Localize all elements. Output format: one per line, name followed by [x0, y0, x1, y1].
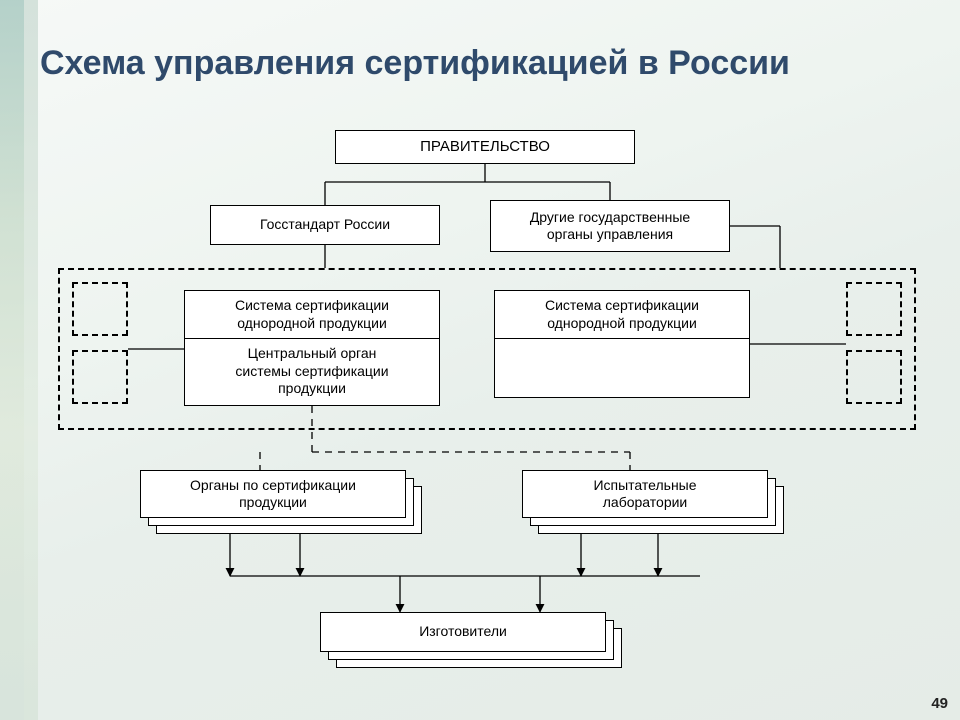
node-left-split-top: Система сертификацииоднородной продукции: [185, 291, 439, 338]
node-cert-bodies-front: Органы по сертификациипродукции: [140, 470, 406, 518]
slide: Схема управления сертификацией в России …: [0, 0, 960, 720]
node-other-gov: Другие государственныеорганы управления: [490, 200, 730, 252]
dashed-right-2: [846, 350, 902, 404]
dashed-right-1: [846, 282, 902, 336]
node-labs-label: Испытательныелаборатории: [593, 477, 696, 512]
node-right-split-top: Система сертификацииоднородной продукции: [495, 291, 749, 338]
node-cert-bodies: Органы по сертификациипродукции: [140, 470, 422, 534]
dashed-left-1: [72, 282, 128, 336]
node-right-split-bottom: [495, 338, 749, 397]
node-government-label: ПРАВИТЕЛЬСТВО: [420, 138, 550, 157]
node-cert-bodies-label: Органы по сертификациипродукции: [190, 477, 356, 512]
node-left-split: Система сертификацииоднородной продукции…: [184, 290, 440, 406]
dashed-left-2: [72, 350, 128, 404]
node-labs: Испытательныелаборатории: [522, 470, 784, 534]
slide-title: Схема управления сертификацией в России: [40, 44, 790, 83]
node-left-split-bottom: Центральный органсистемы сертификациипро…: [185, 338, 439, 404]
node-gosstandart-label: Госстандарт России: [260, 216, 390, 234]
node-manufacturers-front: Изготовители: [320, 612, 606, 652]
node-labs-front: Испытательныелаборатории: [522, 470, 768, 518]
node-gosstandart: Госстандарт России: [210, 205, 440, 245]
decor-stripe-2: [24, 0, 38, 720]
node-right-split: Система сертификацииоднородной продукции: [494, 290, 750, 398]
node-other-gov-label: Другие государственныеорганы управления: [530, 209, 690, 244]
node-government: ПРАВИТЕЛЬСТВО: [335, 130, 635, 164]
decor-stripe: [0, 0, 24, 720]
page-number: 49: [931, 695, 948, 712]
node-manufacturers: Изготовители: [320, 612, 622, 668]
node-manufacturers-label: Изготовители: [419, 623, 507, 641]
